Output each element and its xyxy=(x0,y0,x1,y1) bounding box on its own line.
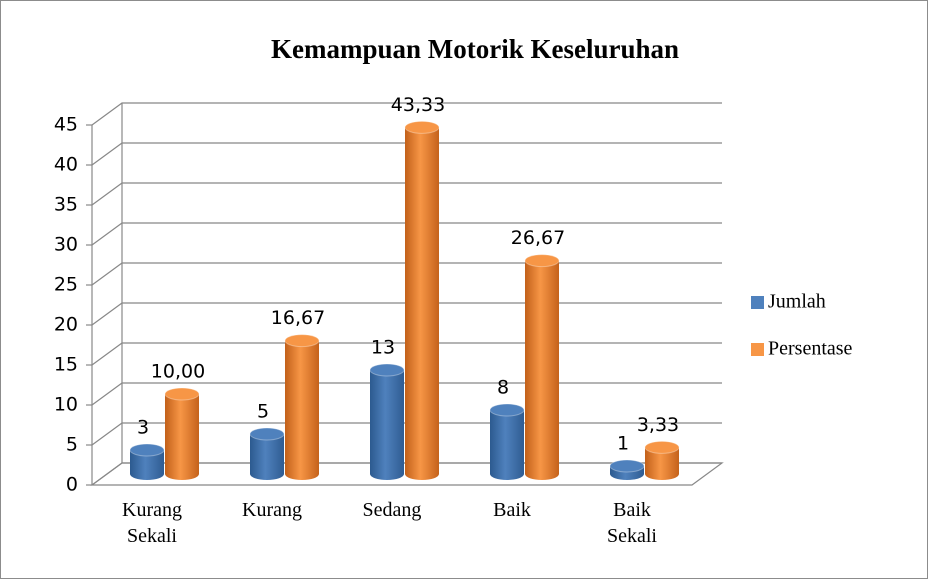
legend-swatch xyxy=(751,343,764,356)
x-tick-label: Kurang xyxy=(242,499,302,521)
grid-line xyxy=(91,262,722,286)
bar-top xyxy=(369,363,405,377)
bar-top xyxy=(609,459,645,473)
bar-top xyxy=(644,440,680,454)
legend-label: Persentase xyxy=(768,338,853,360)
data-label: 16,67 xyxy=(271,307,325,329)
grid-line xyxy=(91,182,722,206)
bar-top xyxy=(404,120,440,134)
y-tick-label: 0 xyxy=(66,474,78,496)
bar xyxy=(370,370,404,480)
data-label: 10,00 xyxy=(151,361,205,383)
x-tick-label: Baik Sekali xyxy=(607,499,657,547)
bar xyxy=(130,450,164,480)
y-tick-label: 45 xyxy=(54,114,78,136)
bar xyxy=(490,410,524,480)
data-label: 5 xyxy=(257,401,269,423)
bar-top xyxy=(284,334,320,348)
legend-label: Jumlah xyxy=(768,291,826,313)
grid-line xyxy=(91,382,722,406)
grid-line xyxy=(91,142,722,166)
y-tick-label: 30 xyxy=(54,234,78,256)
grid-line xyxy=(91,342,722,366)
bar xyxy=(645,447,679,480)
x-tick-label: Baik xyxy=(493,499,531,521)
y-tick-label: 35 xyxy=(54,194,78,216)
legend-swatch xyxy=(751,296,764,309)
data-label: 3 xyxy=(137,417,149,439)
data-label: 26,67 xyxy=(511,227,565,249)
y-tick-label: 25 xyxy=(54,274,78,296)
bar-top xyxy=(524,254,560,268)
data-label: 3,33 xyxy=(637,414,679,436)
y-tick-label: 40 xyxy=(54,154,78,176)
y-tick-label: 20 xyxy=(54,314,78,336)
chart-title: Kemampuan Motorik Keseluruhan xyxy=(271,34,679,64)
bar xyxy=(525,260,559,480)
grid-line xyxy=(91,222,722,246)
grid-line xyxy=(91,302,722,326)
bar xyxy=(285,340,319,480)
data-label: 1 xyxy=(617,433,629,455)
y-tick-label: 5 xyxy=(66,434,78,456)
data-label: 43,33 xyxy=(391,94,445,116)
data-label: 13 xyxy=(371,337,395,359)
y-tick-label: 10 xyxy=(54,394,78,416)
bar-top xyxy=(164,387,200,401)
bar xyxy=(250,434,284,480)
grid-line xyxy=(91,102,722,126)
x-tick-label: Kurang Sekali xyxy=(122,499,182,547)
y-tick-label: 15 xyxy=(54,354,78,376)
bar-top xyxy=(129,443,165,457)
data-label: 8 xyxy=(497,377,509,399)
bar xyxy=(405,127,439,481)
bar-top xyxy=(489,403,525,417)
bar-top xyxy=(249,427,285,441)
bar xyxy=(165,394,199,480)
x-tick-label: Sedang xyxy=(362,499,422,521)
